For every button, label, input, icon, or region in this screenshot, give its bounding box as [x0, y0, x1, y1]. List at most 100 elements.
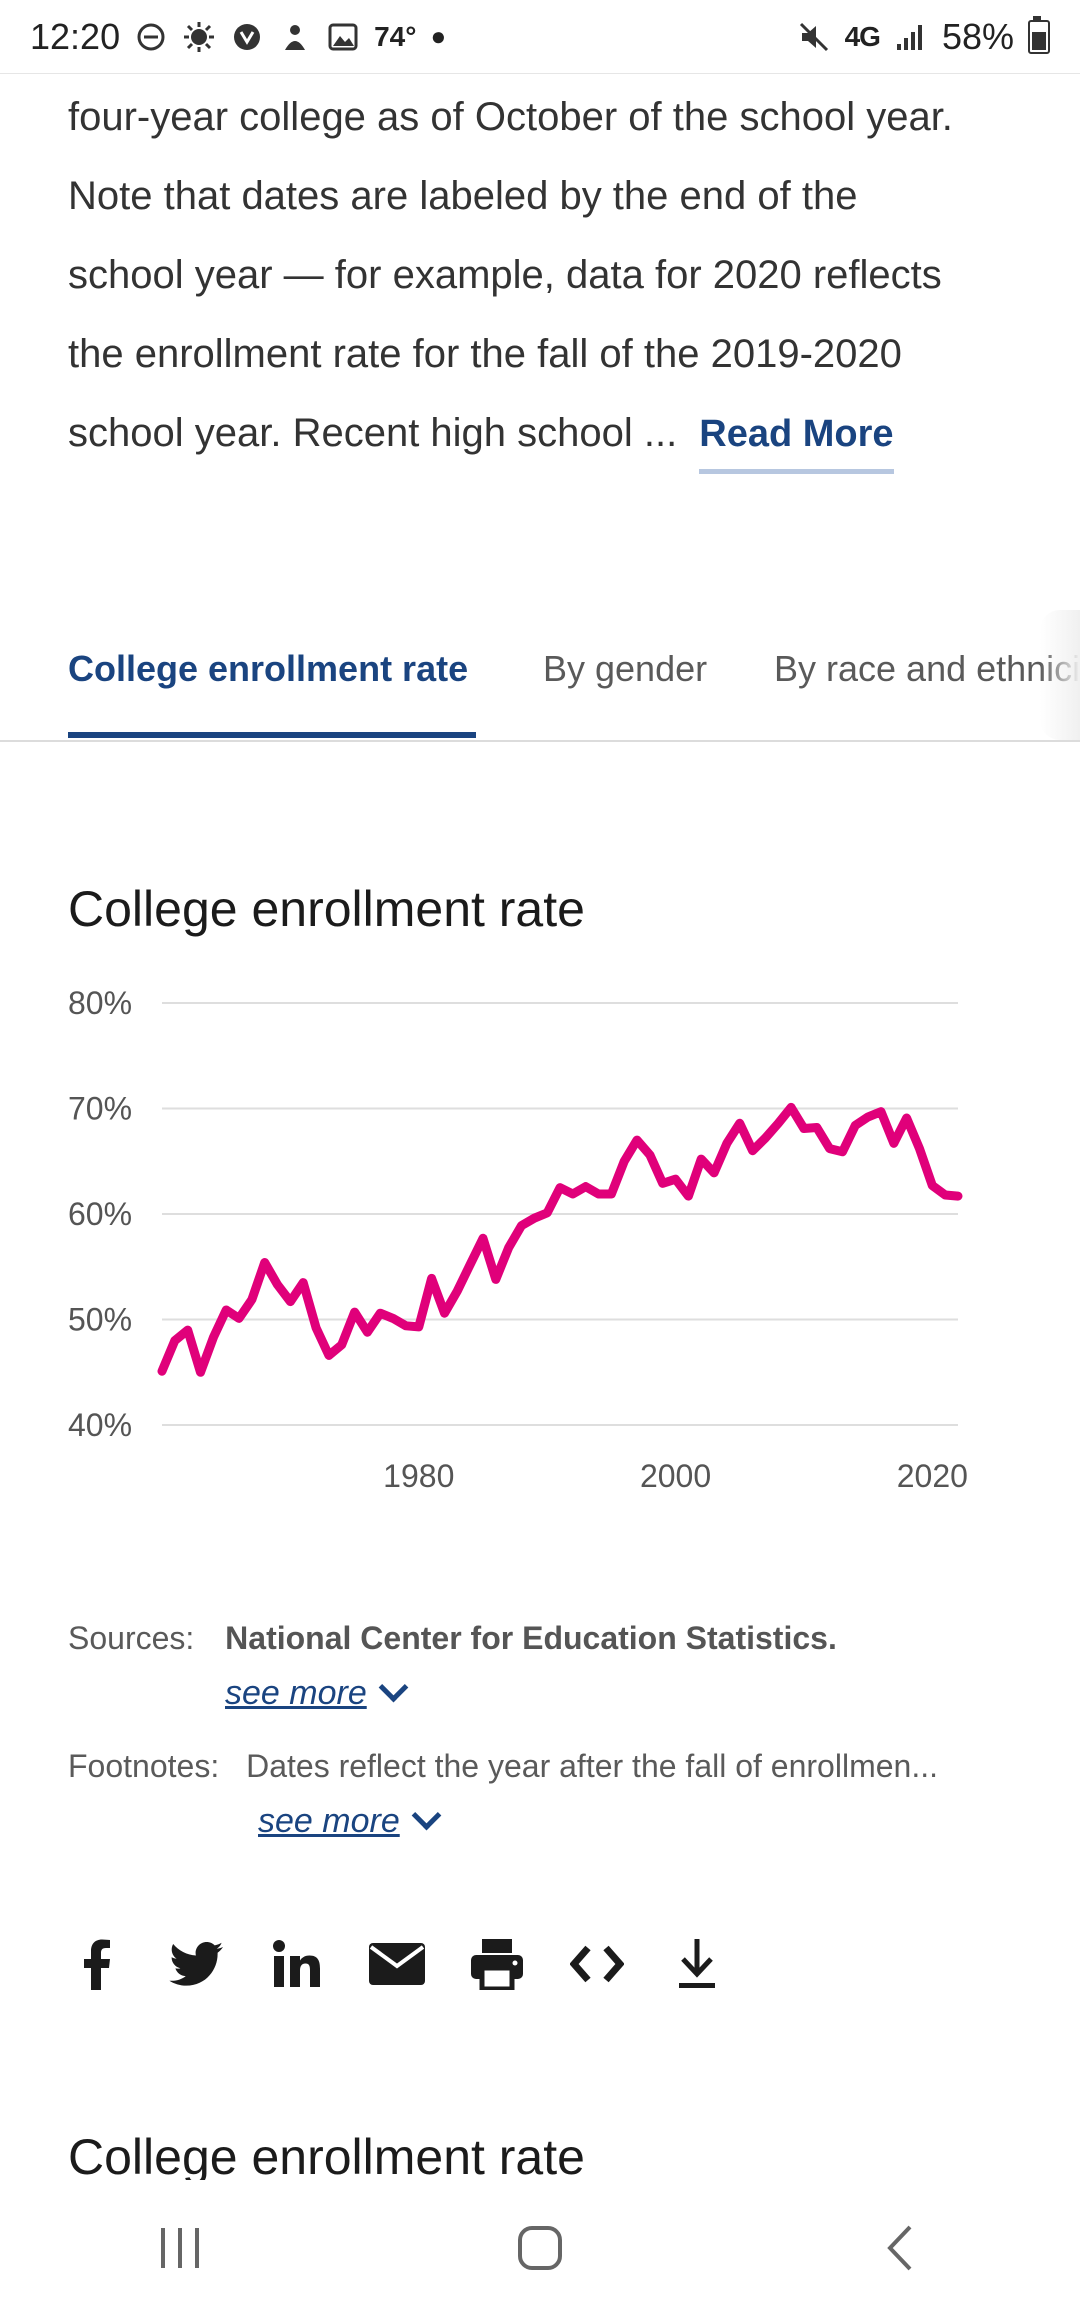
- status-bar-right: 4G 58%: [797, 15, 1050, 58]
- data-point[interactable]: [400, 1320, 412, 1332]
- data-point[interactable]: [670, 1173, 682, 1185]
- email-icon[interactable]: [368, 1935, 426, 1993]
- print-icon[interactable]: [468, 1935, 526, 1993]
- data-point[interactable]: [849, 1119, 861, 1131]
- data-point[interactable]: [541, 1207, 553, 1219]
- y-tick-label: 80%: [68, 985, 132, 1021]
- data-point[interactable]: [644, 1149, 656, 1161]
- data-point[interactable]: [695, 1153, 707, 1165]
- data-point[interactable]: [310, 1322, 322, 1334]
- network-type: 4G: [844, 20, 881, 52]
- data-point[interactable]: [593, 1188, 605, 1200]
- data-point[interactable]: [195, 1366, 207, 1378]
- data-point[interactable]: [490, 1273, 502, 1285]
- temperature: 74°: [374, 20, 417, 52]
- data-point[interactable]: [259, 1257, 271, 1269]
- data-point[interactable]: [528, 1212, 540, 1224]
- data-point[interactable]: [554, 1182, 566, 1194]
- data-point[interactable]: [246, 1293, 258, 1305]
- status-bar-left: 12:20 74° ●: [30, 16, 446, 58]
- sources-see-more[interactable]: see more: [225, 1672, 409, 1713]
- data-point[interactable]: [567, 1188, 579, 1200]
- data-point[interactable]: [901, 1112, 913, 1124]
- data-point[interactable]: [939, 1189, 951, 1201]
- data-point[interactable]: [361, 1326, 373, 1338]
- embed-icon[interactable]: [568, 1935, 626, 1993]
- data-point[interactable]: [952, 1190, 964, 1202]
- x-tick-label: 1980: [383, 1458, 454, 1494]
- data-point[interactable]: [798, 1123, 810, 1135]
- chart-title: College enrollment rate: [68, 881, 585, 937]
- data-point[interactable]: [875, 1106, 887, 1118]
- data-point[interactable]: [438, 1307, 450, 1319]
- sources-label: Sources:: [68, 1620, 195, 1656]
- data-point[interactable]: [721, 1137, 733, 1149]
- footnotes-see-more[interactable]: see more: [258, 1800, 442, 1841]
- clock: 12:20: [30, 15, 121, 57]
- data-point[interactable]: [824, 1143, 836, 1155]
- linkedin-icon[interactable]: [268, 1935, 326, 1993]
- data-point[interactable]: [477, 1232, 489, 1244]
- chevron-down-icon: [411, 1800, 442, 1831]
- data-point[interactable]: [862, 1111, 874, 1123]
- weather-sun-icon: [182, 20, 216, 54]
- data-point[interactable]: [708, 1167, 720, 1179]
- status-bar: 12:20 74° ● 4G 58%: [0, 0, 1080, 74]
- facebook-icon[interactable]: [68, 1935, 126, 1993]
- data-point[interactable]: [413, 1321, 425, 1333]
- data-point[interactable]: [336, 1339, 348, 1351]
- data-point[interactable]: [272, 1279, 284, 1291]
- tab-by-gender[interactable]: By gender: [543, 648, 708, 689]
- data-point[interactable]: [734, 1117, 746, 1129]
- data-point[interactable]: [618, 1155, 630, 1167]
- home-button[interactable]: [500, 2208, 580, 2288]
- system-nav-bar: [0, 2180, 1080, 2316]
- data-point[interactable]: [913, 1143, 925, 1155]
- data-point[interactable]: [772, 1117, 784, 1129]
- back-button[interactable]: [860, 2208, 940, 2288]
- data-point[interactable]: [657, 1177, 669, 1189]
- data-point[interactable]: [297, 1277, 309, 1289]
- data-point[interactable]: [451, 1285, 463, 1297]
- data-point[interactable]: [387, 1312, 399, 1324]
- data-point[interactable]: [605, 1188, 617, 1200]
- data-point[interactable]: [682, 1190, 694, 1202]
- data-point[interactable]: [759, 1132, 771, 1144]
- tab-college-enrollment-rate[interactable]: College enrollment rate: [68, 648, 469, 689]
- data-point[interactable]: [747, 1145, 759, 1157]
- data-point[interactable]: [220, 1304, 232, 1316]
- tab-by-race-and-ethnicity[interactable]: By race and ethnicity: [774, 648, 1080, 689]
- tab-scroll-fade: [1040, 610, 1080, 740]
- series-line-college-enrollment-rate[interactable]: [157, 1102, 963, 1377]
- data-point[interactable]: [207, 1331, 219, 1343]
- intro-line: Note that dates are labeled by the end o…: [68, 174, 858, 218]
- data-point[interactable]: [426, 1272, 438, 1284]
- active-tab-indicator: [68, 732, 476, 738]
- twitter-icon[interactable]: [168, 1935, 226, 1993]
- data-point[interactable]: [515, 1220, 527, 1232]
- y-tick-label: 50%: [68, 1302, 132, 1338]
- data-point[interactable]: [323, 1349, 335, 1361]
- data-point[interactable]: [349, 1306, 361, 1318]
- intro-last-line: school year. Recent high school ... Read …: [68, 394, 1018, 474]
- read-more-link[interactable]: Read More: [699, 413, 894, 474]
- data-point[interactable]: [156, 1365, 168, 1377]
- data-point[interactable]: [631, 1134, 643, 1146]
- data-point[interactable]: [888, 1137, 900, 1149]
- recent-apps-button[interactable]: [140, 2208, 220, 2288]
- data-point[interactable]: [785, 1101, 797, 1113]
- data-point[interactable]: [374, 1307, 386, 1319]
- data-point[interactable]: [580, 1181, 592, 1193]
- data-point[interactable]: [284, 1296, 296, 1308]
- footnotes-row: Footnotes: Dates reflect the year after …: [68, 1748, 938, 1785]
- download-icon[interactable]: [668, 1935, 726, 1993]
- data-point[interactable]: [811, 1121, 823, 1133]
- y-tick-label: 60%: [68, 1196, 132, 1232]
- data-point[interactable]: [503, 1242, 515, 1254]
- data-point[interactable]: [182, 1324, 194, 1336]
- data-point[interactable]: [233, 1312, 245, 1324]
- data-point[interactable]: [169, 1335, 181, 1347]
- data-point[interactable]: [926, 1180, 938, 1192]
- data-point[interactable]: [464, 1259, 476, 1271]
- data-point[interactable]: [836, 1146, 848, 1158]
